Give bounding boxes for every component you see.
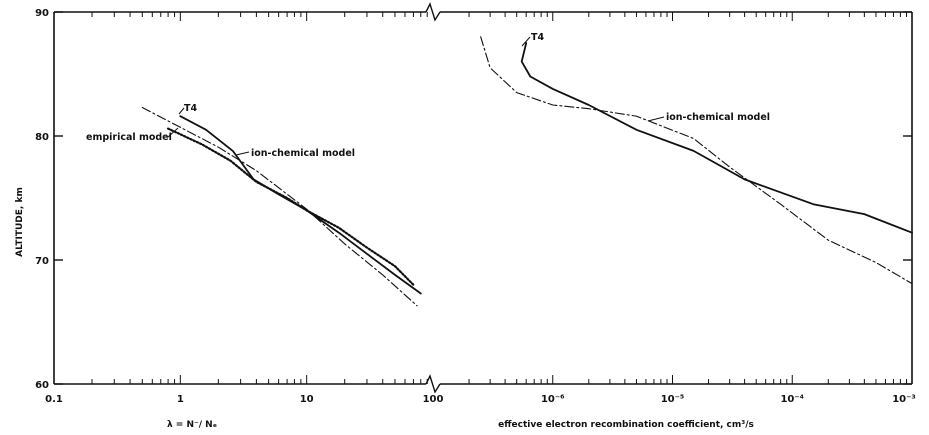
- series-p1-ion-chemical-model: [480, 36, 913, 285]
- x-tick-label-p0-3: 100: [423, 394, 444, 405]
- x-tick-label-p1-3: 10⁻³: [892, 394, 916, 405]
- annotation-right-t4: T4: [531, 32, 544, 43]
- series-p0-empirical-model: [167, 127, 415, 286]
- x-tick-label-p1-2: 10⁻⁴: [780, 394, 804, 405]
- top-axis-break: [425, 2, 441, 22]
- y-tick-label-80: 80: [35, 132, 49, 143]
- x-tick-label-p1-1: 10⁻⁵: [661, 394, 685, 405]
- x-tick-label-p1-0: 10⁻⁶: [541, 394, 565, 405]
- leader-right-t4: [521, 36, 531, 47]
- annotation-left-ion-chemical-model: ion-chemical model: [251, 148, 355, 159]
- annotation-left-t4: T4: [184, 103, 197, 114]
- series-p0-t4: [179, 115, 422, 295]
- plot-frame: [53, 2, 913, 394]
- y-tick-label-70: 70: [35, 256, 49, 267]
- leader-left-ion-chemical-model: [235, 151, 250, 156]
- annotation-empirical-model: empirical model: [86, 132, 172, 143]
- leader-left-t4: [178, 107, 185, 115]
- leader-empirical-model: [167, 127, 179, 138]
- right-x-axis-title: effective electron recombination coeffic…: [498, 420, 754, 430]
- x-tick-label-p0-0: 0.1: [45, 394, 63, 405]
- bottom-axis-break: [425, 374, 441, 394]
- y-tick-label-60: 60: [35, 380, 49, 391]
- axis-ticks: 60 70 80 90 0.1 1 10 100 10⁻⁶ 10⁻⁵ 10⁻⁴ 10⁻³: [35, 8, 916, 405]
- x-tick-label-p0-1: 1: [177, 394, 184, 405]
- y-tick-label-90: 90: [35, 8, 49, 19]
- series-p0-ion-chemical-model: [141, 106, 418, 307]
- leader-right-ion-chemical-model: [647, 116, 665, 122]
- annotation-right-ion-chemical-model: ion-chemical model: [666, 112, 770, 123]
- series-p1-t4: [520, 42, 913, 234]
- data-series: [141, 36, 913, 307]
- annotation-leader-lines: [167, 36, 665, 156]
- x-tick-label-p0-2: 10: [300, 394, 314, 405]
- left-x-axis-title: λ = N⁻/ Nₑ: [167, 420, 217, 430]
- y-axis-title: ALTITUDE, km: [15, 187, 25, 257]
